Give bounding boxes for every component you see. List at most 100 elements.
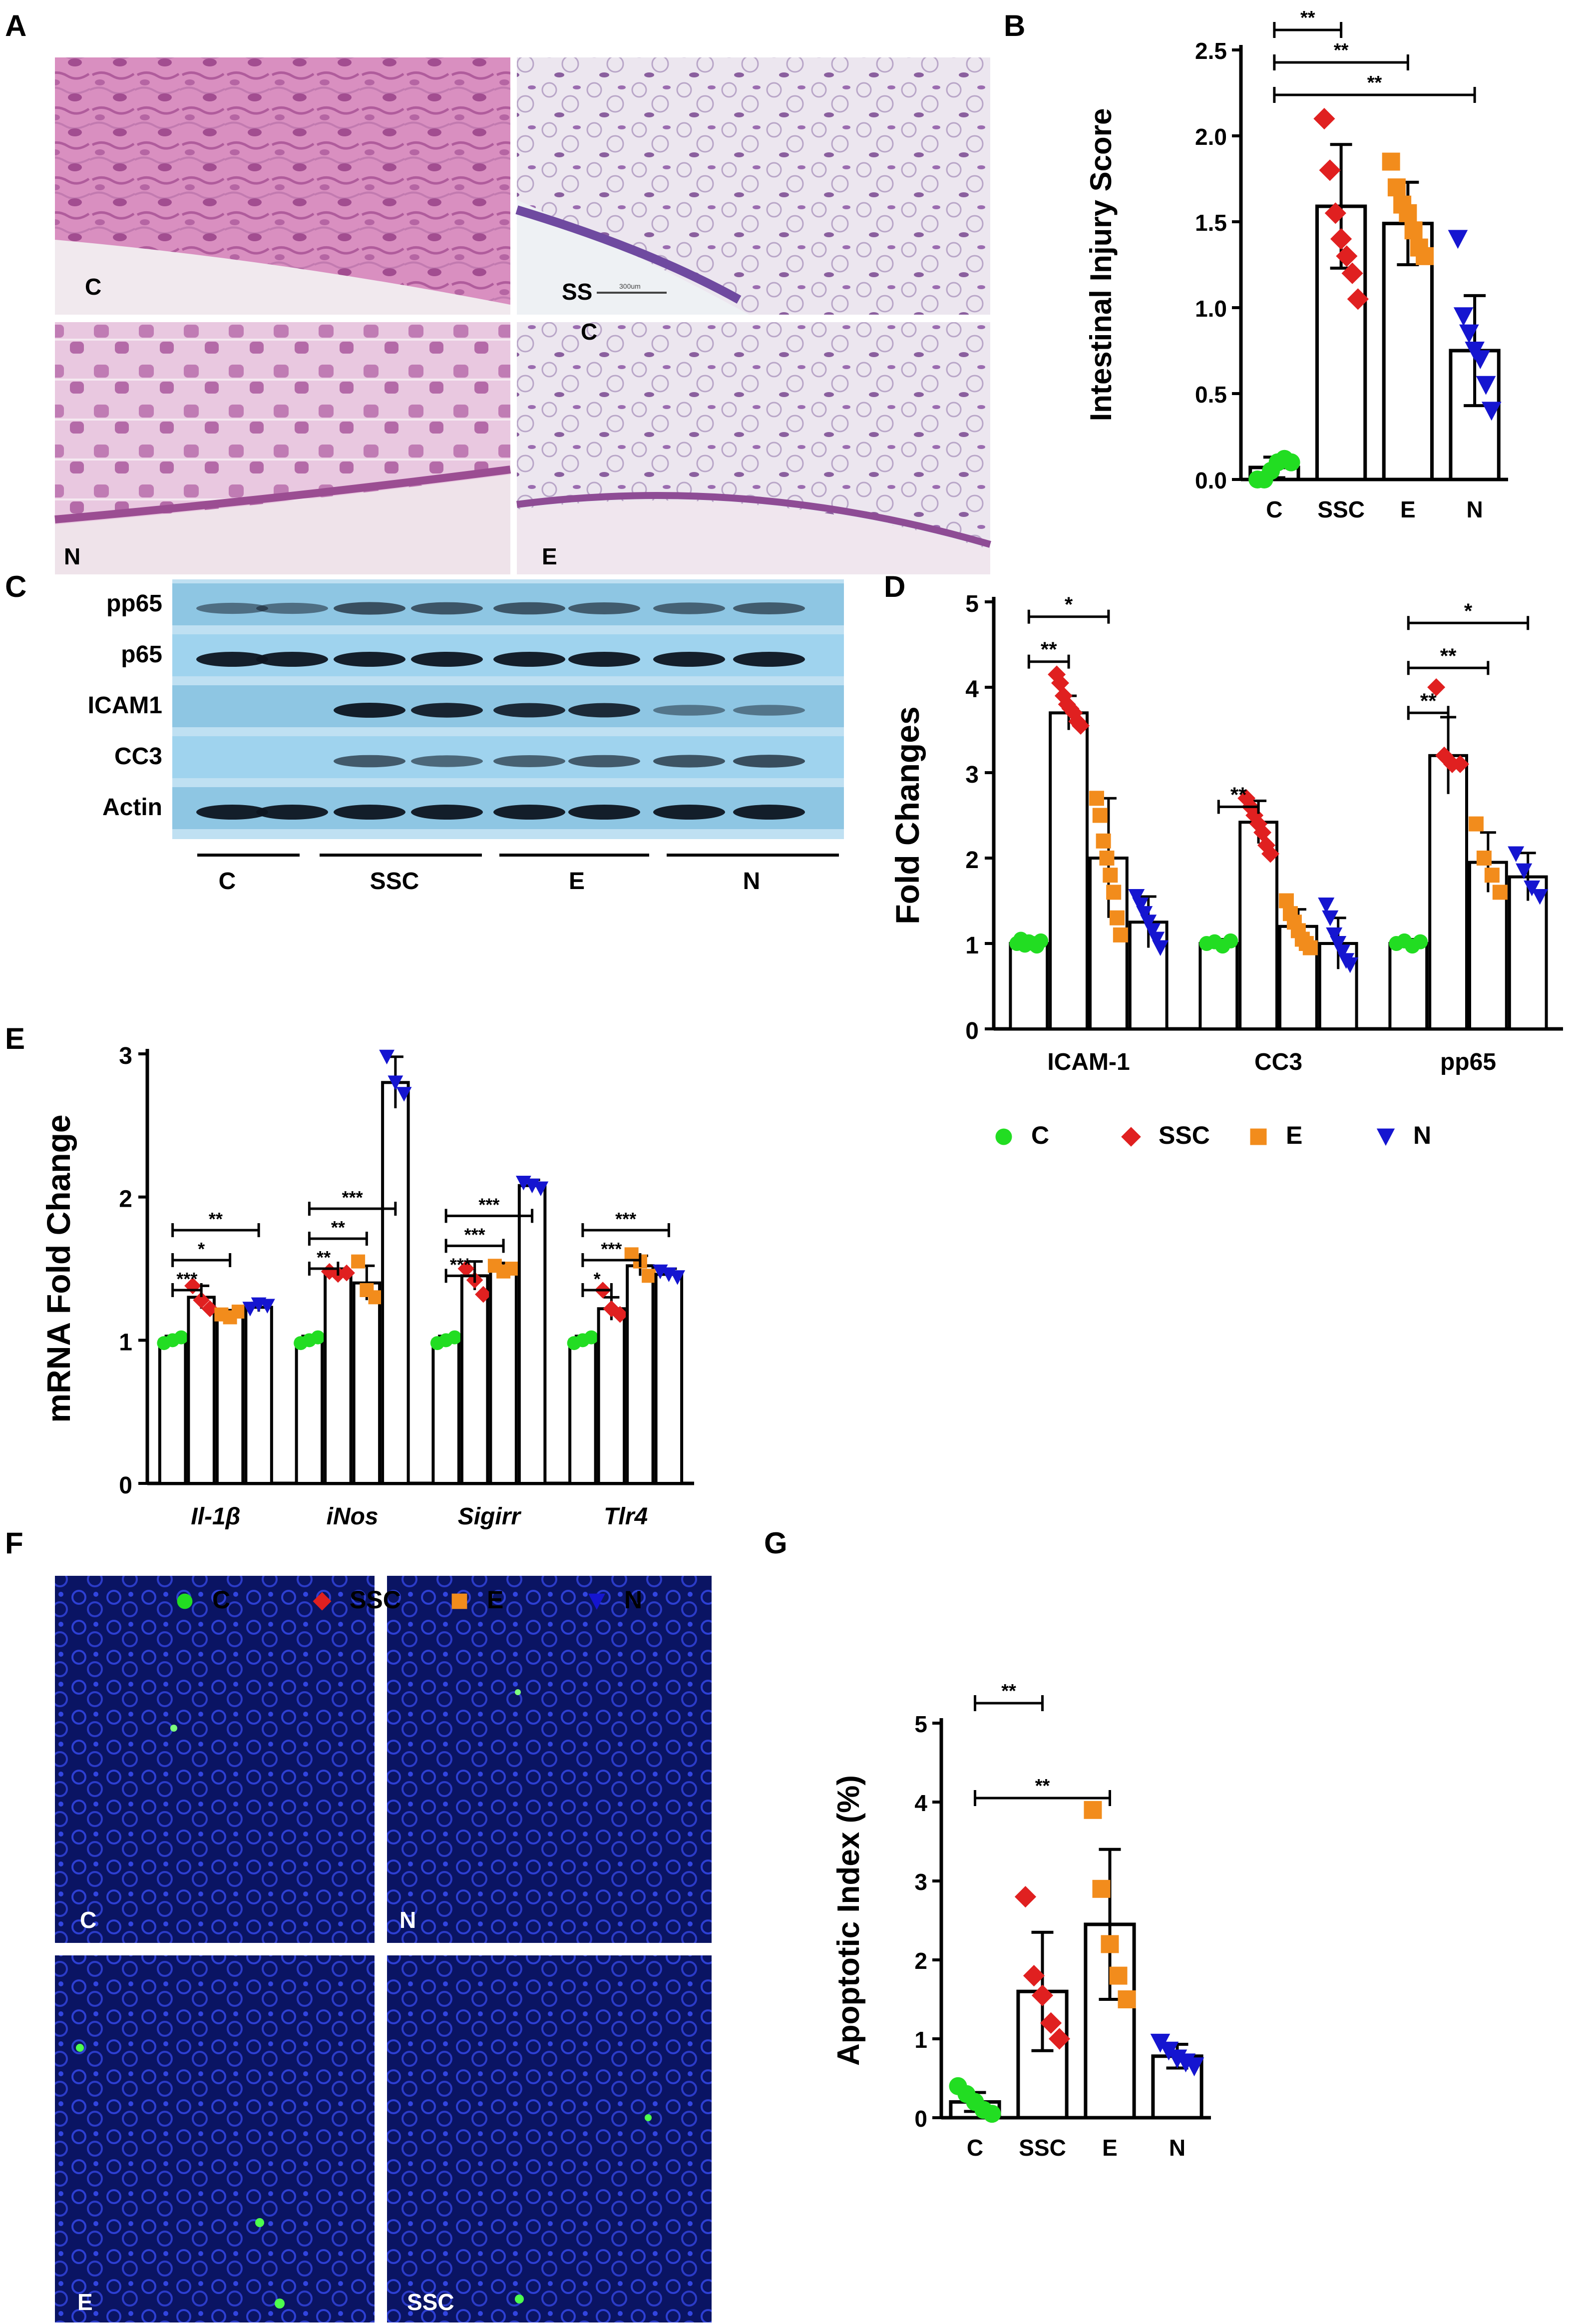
data-point [1040, 2012, 1062, 2034]
y-tick-label: 0 [119, 1472, 132, 1499]
blot-band [733, 602, 805, 614]
data-point [1072, 716, 1090, 735]
data-point [1144, 923, 1161, 939]
data-point [1136, 906, 1153, 922]
blot-band [334, 755, 405, 768]
y-tick-label: 2.0 [1195, 124, 1227, 150]
x-tick-label: ICAM-1 [1047, 1049, 1130, 1075]
data-point [584, 1330, 599, 1345]
data-point [1223, 933, 1238, 948]
data-point [1453, 307, 1474, 326]
data-point [983, 2105, 1001, 2123]
x-tick-label: E [1400, 496, 1416, 522]
legend-marker [451, 1593, 467, 1609]
bar [187, 1296, 216, 1485]
legend-marker [1376, 1128, 1395, 1146]
blot-row-pp65: pp65 [106, 590, 162, 617]
data-point [1302, 940, 1318, 955]
data-point [311, 1330, 325, 1345]
bar [626, 1264, 655, 1485]
legend-label: SSC [1159, 1121, 1210, 1149]
bar [381, 1081, 410, 1485]
y-tick-label: 2.5 [1195, 38, 1227, 64]
data-point [368, 1290, 383, 1305]
significance-label: * [1065, 593, 1073, 616]
data-point [611, 1306, 629, 1323]
blot-band [733, 755, 805, 768]
data-point [1152, 940, 1169, 956]
legend-marker [995, 1128, 1012, 1145]
significance-label: * [594, 1269, 601, 1289]
significance-label: *** [176, 1269, 197, 1289]
legend-label: E [1286, 1121, 1302, 1149]
data-point [642, 1269, 656, 1283]
blot-band [493, 703, 565, 718]
significance-label: ** [1001, 1681, 1016, 1702]
blot-band [411, 805, 483, 820]
blot-band [411, 602, 483, 615]
legend-marker [177, 1593, 193, 1609]
significance-label: ** [1230, 783, 1247, 806]
significance-label: * [198, 1239, 205, 1259]
blot-band [733, 705, 805, 716]
bar [1009, 942, 1049, 1030]
y-tick-label: 4 [965, 676, 979, 703]
fluorescence-image-ssc [387, 1955, 712, 2323]
legend-marker [588, 1593, 605, 1610]
data-point [351, 1254, 366, 1269]
bar [1428, 754, 1468, 1031]
legend-label: N [1413, 1121, 1431, 1149]
panel-label-c: C [5, 570, 26, 603]
data-point [1096, 833, 1111, 849]
significance-label: ** [1367, 72, 1382, 93]
chart-mrna-fold-change: 0 1 2 3 mRNA Fold Change Il-1β iNos Sigirr Tlr4 *… [40, 1043, 694, 1614]
x-tick-label: E [1102, 2135, 1118, 2161]
blot-band [733, 805, 805, 820]
data-point [1413, 934, 1428, 949]
histology-label-ssc-2: C [581, 319, 597, 345]
data-point [1282, 453, 1300, 471]
histology-label-ssc-1: SS [562, 279, 592, 305]
blot-band [568, 703, 640, 718]
bar [158, 1339, 187, 1485]
y-tick-label: 1 [965, 932, 979, 959]
bar [215, 1313, 245, 1485]
blot-band [493, 805, 565, 820]
fluorescence-image-c [55, 1576, 375, 1943]
histology-panel: C SS 300um N C E [54, 57, 991, 574]
significance-label: ** [1041, 638, 1057, 661]
data-point [1482, 402, 1502, 421]
x-tick-label: Il-1β [191, 1503, 240, 1530]
y-axis-label: Intestinal Injury Score [1084, 108, 1118, 422]
data-point [1261, 845, 1280, 863]
data-point [1014, 1886, 1037, 1908]
data-point [1484, 868, 1500, 883]
y-axis-label: Fold Changes [889, 706, 926, 924]
blot-band [493, 652, 565, 667]
y-tick-label: 2 [965, 847, 979, 874]
data-point [1404, 221, 1423, 240]
bar [1198, 942, 1239, 1030]
data-point [379, 1049, 395, 1065]
significance-label: ** [331, 1217, 345, 1238]
blot-band [196, 602, 268, 614]
data-point [1382, 152, 1400, 171]
data-point [1416, 247, 1434, 265]
data-point [1319, 159, 1341, 181]
data-point [505, 1262, 519, 1276]
y-tick-label: 1 [119, 1329, 132, 1356]
data-point [1023, 1965, 1045, 1987]
legend-label: N [624, 1586, 642, 1614]
significance-label: *** [615, 1209, 636, 1229]
blot-band [196, 652, 268, 667]
x-tick-label: Sigirr [458, 1503, 522, 1530]
significance-label: ** [209, 1209, 223, 1229]
data-point [1324, 202, 1346, 224]
data-point [1448, 230, 1468, 249]
data-point [1336, 245, 1358, 267]
data-point [1109, 1966, 1128, 1985]
blot-band [568, 755, 640, 768]
western-blot: pp65 p65 ICAM1 CC3 Actin C SSC E N [88, 579, 844, 895]
data-point [1140, 915, 1157, 930]
blot-band [493, 755, 565, 767]
